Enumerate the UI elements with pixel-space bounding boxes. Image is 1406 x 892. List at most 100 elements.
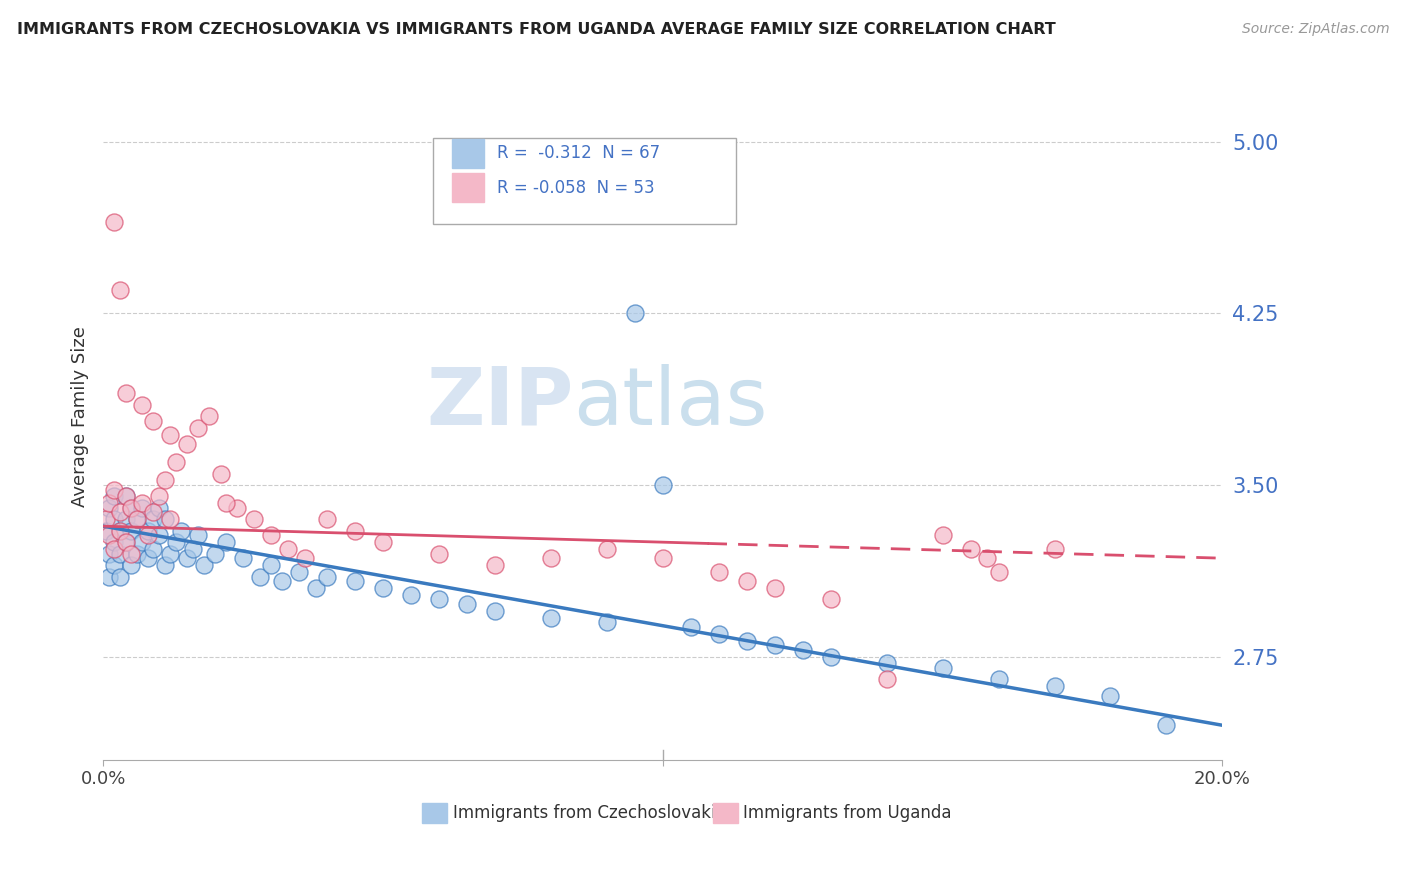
- Point: [484, 558, 506, 572]
- Point: [193, 558, 215, 572]
- Point: [399, 588, 422, 602]
- Point: [679, 620, 702, 634]
- Point: [820, 592, 842, 607]
- Point: [204, 547, 226, 561]
- Point: [343, 574, 366, 588]
- Point: [215, 496, 238, 510]
- Point: [108, 569, 131, 583]
- Point: [108, 284, 131, 298]
- Point: [735, 574, 758, 588]
- Point: [288, 565, 311, 579]
- Point: [209, 467, 232, 481]
- Point: [187, 528, 209, 542]
- Point: [651, 551, 673, 566]
- Text: atlas: atlas: [574, 364, 768, 442]
- Point: [165, 535, 187, 549]
- Point: [94, 512, 117, 526]
- Point: [103, 483, 125, 497]
- Text: ZIP: ZIP: [426, 364, 574, 442]
- Point: [136, 524, 159, 538]
- Point: [1043, 542, 1066, 557]
- Point: [371, 581, 394, 595]
- Point: [427, 547, 450, 561]
- Point: [707, 565, 730, 579]
- Point: [623, 306, 645, 320]
- Point: [153, 512, 176, 526]
- Point: [260, 558, 283, 572]
- Point: [103, 558, 125, 572]
- Point: [159, 512, 181, 526]
- Point: [159, 427, 181, 442]
- Point: [181, 542, 204, 557]
- Y-axis label: Average Family Size: Average Family Size: [72, 326, 89, 507]
- Point: [243, 512, 266, 526]
- Point: [1156, 718, 1178, 732]
- Point: [876, 673, 898, 687]
- Point: [148, 528, 170, 542]
- Point: [187, 421, 209, 435]
- Bar: [713, 803, 738, 823]
- Point: [931, 528, 953, 542]
- Point: [108, 547, 131, 561]
- Point: [136, 528, 159, 542]
- Point: [1043, 679, 1066, 693]
- Point: [371, 535, 394, 549]
- Point: [114, 490, 136, 504]
- Point: [763, 581, 786, 595]
- Bar: [453, 139, 484, 168]
- Point: [136, 551, 159, 566]
- Point: [97, 547, 120, 561]
- Point: [427, 592, 450, 607]
- Point: [176, 436, 198, 450]
- Point: [120, 524, 142, 538]
- Point: [114, 490, 136, 504]
- Point: [176, 551, 198, 566]
- Point: [94, 524, 117, 538]
- Point: [148, 490, 170, 504]
- Point: [114, 386, 136, 401]
- Point: [120, 547, 142, 561]
- Point: [97, 500, 120, 515]
- Point: [142, 505, 165, 519]
- Point: [159, 547, 181, 561]
- Text: Immigrants from Czechoslovakia: Immigrants from Czechoslovakia: [454, 805, 727, 822]
- Point: [114, 535, 136, 549]
- Point: [540, 610, 562, 624]
- Point: [114, 512, 136, 526]
- Point: [125, 547, 148, 561]
- Point: [876, 657, 898, 671]
- Point: [97, 528, 120, 542]
- Point: [456, 597, 478, 611]
- Point: [131, 500, 153, 515]
- Point: [540, 551, 562, 566]
- Point: [165, 455, 187, 469]
- Text: Immigrants from Uganda: Immigrants from Uganda: [744, 805, 952, 822]
- Point: [120, 558, 142, 572]
- Point: [125, 512, 148, 526]
- Point: [707, 626, 730, 640]
- Point: [148, 500, 170, 515]
- Point: [596, 615, 619, 630]
- Point: [1099, 689, 1122, 703]
- Point: [987, 565, 1010, 579]
- Point: [97, 496, 120, 510]
- Point: [232, 551, 254, 566]
- Point: [792, 642, 814, 657]
- Point: [484, 604, 506, 618]
- Point: [108, 505, 131, 519]
- Point: [103, 535, 125, 549]
- Text: IMMIGRANTS FROM CZECHOSLOVAKIA VS IMMIGRANTS FROM UGANDA AVERAGE FAMILY SIZE COR: IMMIGRANTS FROM CZECHOSLOVAKIA VS IMMIGR…: [17, 22, 1056, 37]
- Point: [97, 569, 120, 583]
- Point: [103, 490, 125, 504]
- Point: [153, 474, 176, 488]
- Point: [316, 512, 339, 526]
- Point: [114, 535, 136, 549]
- Point: [103, 512, 125, 526]
- Point: [120, 500, 142, 515]
- Text: R =  -0.312  N = 67: R = -0.312 N = 67: [498, 144, 661, 161]
- Point: [976, 551, 998, 566]
- FancyBboxPatch shape: [433, 138, 735, 224]
- Point: [260, 528, 283, 542]
- Point: [987, 673, 1010, 687]
- Point: [651, 478, 673, 492]
